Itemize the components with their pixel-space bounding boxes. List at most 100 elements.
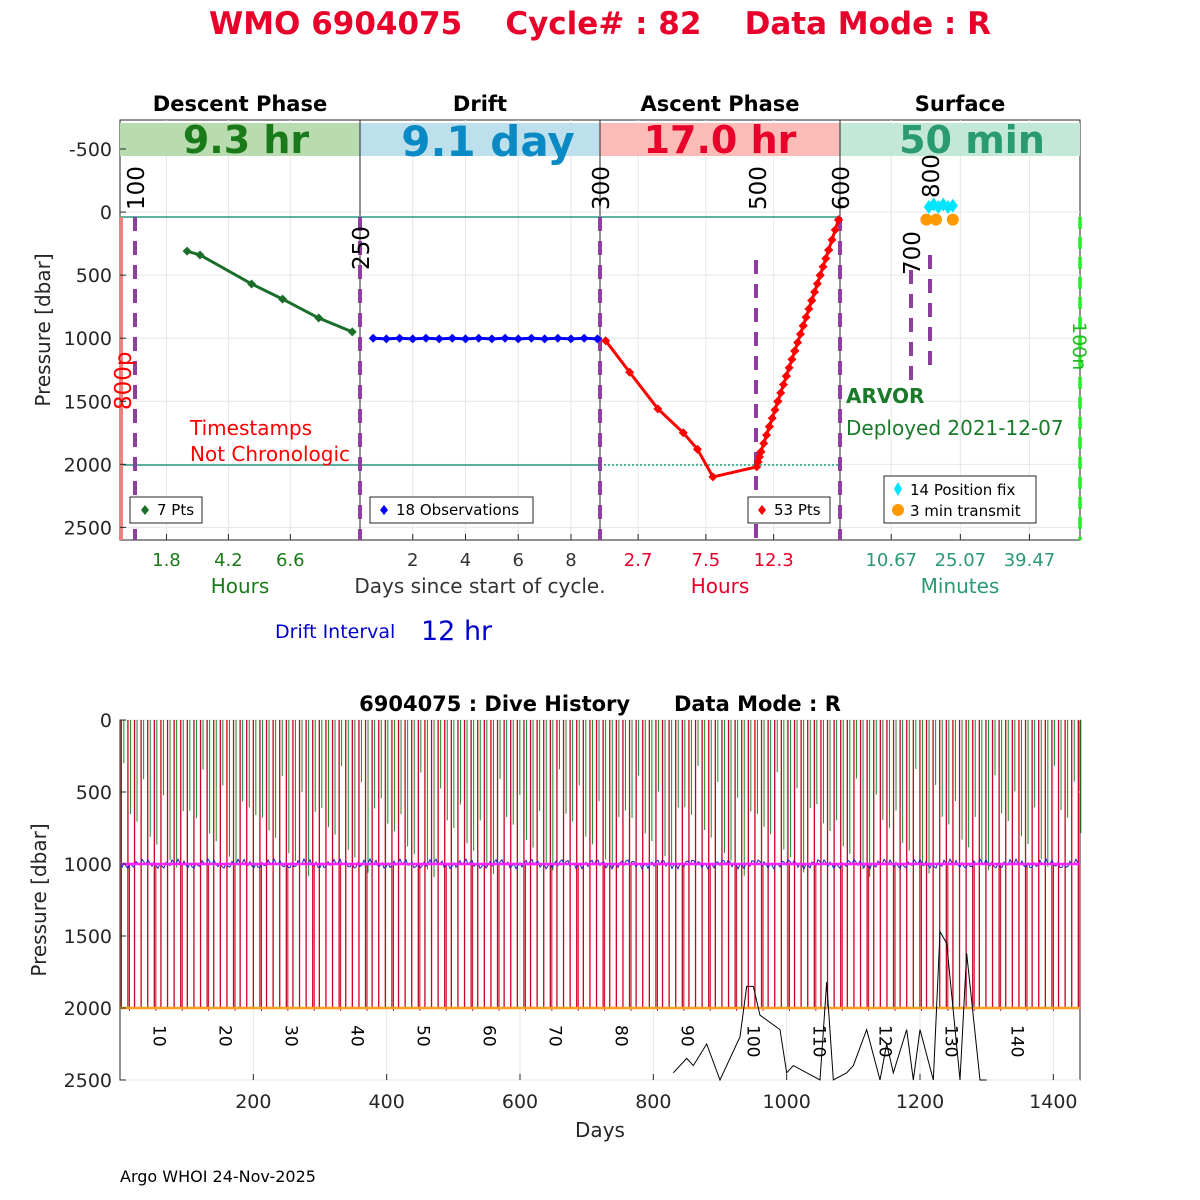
ascent-point <box>770 405 780 415</box>
legend-descent-marker-icon <box>141 505 149 515</box>
top-y-axis: -500 0 500 1000 1500 2000 2500 <box>64 139 126 539</box>
drift-point <box>368 333 378 343</box>
phase-header-ascent: Ascent Phase <box>641 92 800 116</box>
cycle-number-label: 80 <box>610 1025 630 1047</box>
bottom-xtick-label: 1400 <box>1029 1091 1077 1113</box>
bottom-xtick-label: 400 <box>369 1091 405 1113</box>
bottom-ytick-label: 0 <box>100 710 112 732</box>
bottom-ytick-label: 2000 <box>64 998 112 1020</box>
drift-point <box>447 333 457 343</box>
drift-point <box>513 334 523 344</box>
descent-point <box>314 313 324 323</box>
ascent-point <box>678 428 688 438</box>
bottom-axes: 0 500 1000 1500 2000 2500 200 400 600 800 1000 1200… <box>64 710 1078 1113</box>
ascent-point <box>798 321 808 331</box>
legend-ascent-text: 53 Pts <box>774 501 821 519</box>
ascent-point <box>830 225 840 235</box>
duration-band-surface <box>840 123 1080 156</box>
drift-point <box>566 334 576 344</box>
bottom-xtick-label: 1000 <box>762 1091 810 1113</box>
ascent-point <box>801 312 811 322</box>
top-ytick-label: 1000 <box>64 328 112 350</box>
top-xtick-label: 12.3 <box>754 550 794 571</box>
top-x-ticks: 1.8 4.2 6.6 2 4 6 8 2.7 7.5 12.3 10.67 25.07 39.47 <box>152 534 1055 571</box>
timestamps-warning-line1: Timestamps <box>189 416 312 440</box>
bottom-y-axis-label: Pressure [dbar] <box>27 823 51 976</box>
grounding-depth-line <box>672 929 987 1082</box>
ascent-point <box>759 438 769 448</box>
dive-history-title: 6904075 : Dive History Data Mode : R <box>359 692 841 716</box>
cycle-number-label: 100 <box>742 1025 762 1057</box>
marker-label-300: 300 <box>589 166 615 210</box>
drift-point <box>460 334 470 344</box>
drift-series-line <box>373 336 598 341</box>
cycle-phase-panel: Descent Phase Drift Ascent Phase Surface… <box>31 92 1090 647</box>
ascent-point <box>773 397 783 407</box>
legend-surface: 14 Position fix 3 min transmit <box>883 475 1037 524</box>
figure-title: WMO 6904075 Cycle# : 82 Data Mode : R <box>209 6 991 42</box>
descent-point <box>278 294 288 304</box>
descent-point <box>182 246 192 256</box>
drift-pressure-line <box>119 857 1081 871</box>
duration-drift: 9.1 day <box>401 117 575 166</box>
ascent-point <box>708 472 718 482</box>
bottom-xtick-label: 200 <box>235 1091 271 1113</box>
duration-band-descent <box>120 123 360 156</box>
ascent-point <box>653 404 663 414</box>
transmit-point <box>930 213 942 226</box>
ascent-point <box>812 279 822 289</box>
cycle-number-label: 20 <box>214 1025 234 1047</box>
marker-label-100n: 100n <box>1068 322 1090 370</box>
cycle-number-label: 30 <box>280 1025 300 1047</box>
top-ytick-label: 2000 <box>64 454 112 476</box>
top-xtick-label: 10.67 <box>865 550 917 571</box>
ascent-point <box>795 329 805 339</box>
ascent-point <box>821 253 831 263</box>
drift-point <box>381 334 391 344</box>
bottom-xtick-label: 800 <box>635 1091 671 1113</box>
legend-transmit-text: 3 min transmit <box>910 502 1021 520</box>
top-xtick-label: 4 <box>460 550 471 571</box>
top-xtick-label: 7.5 <box>692 550 721 571</box>
ascent-point <box>815 270 825 280</box>
drift-interval-value: 12 hr <box>421 616 493 647</box>
cycle-number-label: 50 <box>412 1025 432 1047</box>
bottom-series-layer: 10 20 30 40 50 60 70 80 90 100 110 120 130 140 <box>119 720 1082 1082</box>
duration-ascent: 17.0 hr <box>644 118 797 162</box>
marker-label-250: 250 <box>349 226 375 270</box>
x-label-surface: Minutes <box>921 574 1000 598</box>
drift-point <box>487 334 497 344</box>
cycle-number-label: 110 <box>808 1025 828 1057</box>
legend-descent: 7 Pts <box>129 496 203 524</box>
drift-point <box>500 333 510 343</box>
ascent-point <box>790 346 800 356</box>
top-xtick-label: 8 <box>565 550 576 571</box>
footer-credit: Argo WHOI 24-Nov-2025 <box>120 1167 316 1186</box>
legend-fix-text: 14 Position fix <box>910 481 1015 499</box>
drift-point <box>540 334 550 344</box>
duration-band-ascent <box>600 123 840 156</box>
drift-point <box>553 333 563 343</box>
x-label-drift: Days since start of cycle. <box>354 574 605 598</box>
bottom-ytick-label: 2500 <box>64 1070 112 1092</box>
x-label-descent: Hours <box>211 574 270 598</box>
top-ytick-label: 1500 <box>64 391 112 413</box>
legend-drift-marker-icon <box>380 505 388 515</box>
legend-ascent-marker-icon <box>758 505 766 515</box>
x-label-ascent: Hours <box>691 574 750 598</box>
cycle-number-label: 60 <box>478 1025 498 1047</box>
transmit-point <box>946 213 959 226</box>
cycle-number-label: 90 <box>676 1025 696 1047</box>
ascent-point <box>778 380 788 390</box>
top-xtick-label: 25.07 <box>935 550 987 571</box>
drift-point <box>592 334 602 344</box>
marker-label-600: 600 <box>829 166 855 210</box>
cycle-number-label: 140 <box>1006 1025 1026 1057</box>
drift-point <box>395 333 405 343</box>
bottom-ytick-label: 1500 <box>64 926 112 948</box>
legend-drift-text: 18 Observations <box>396 501 519 519</box>
drift-point <box>526 333 536 343</box>
top-ytick-label: -500 <box>69 139 112 161</box>
top-xtick-label: 6 <box>513 550 524 571</box>
phase-header-descent: Descent Phase <box>153 92 327 116</box>
